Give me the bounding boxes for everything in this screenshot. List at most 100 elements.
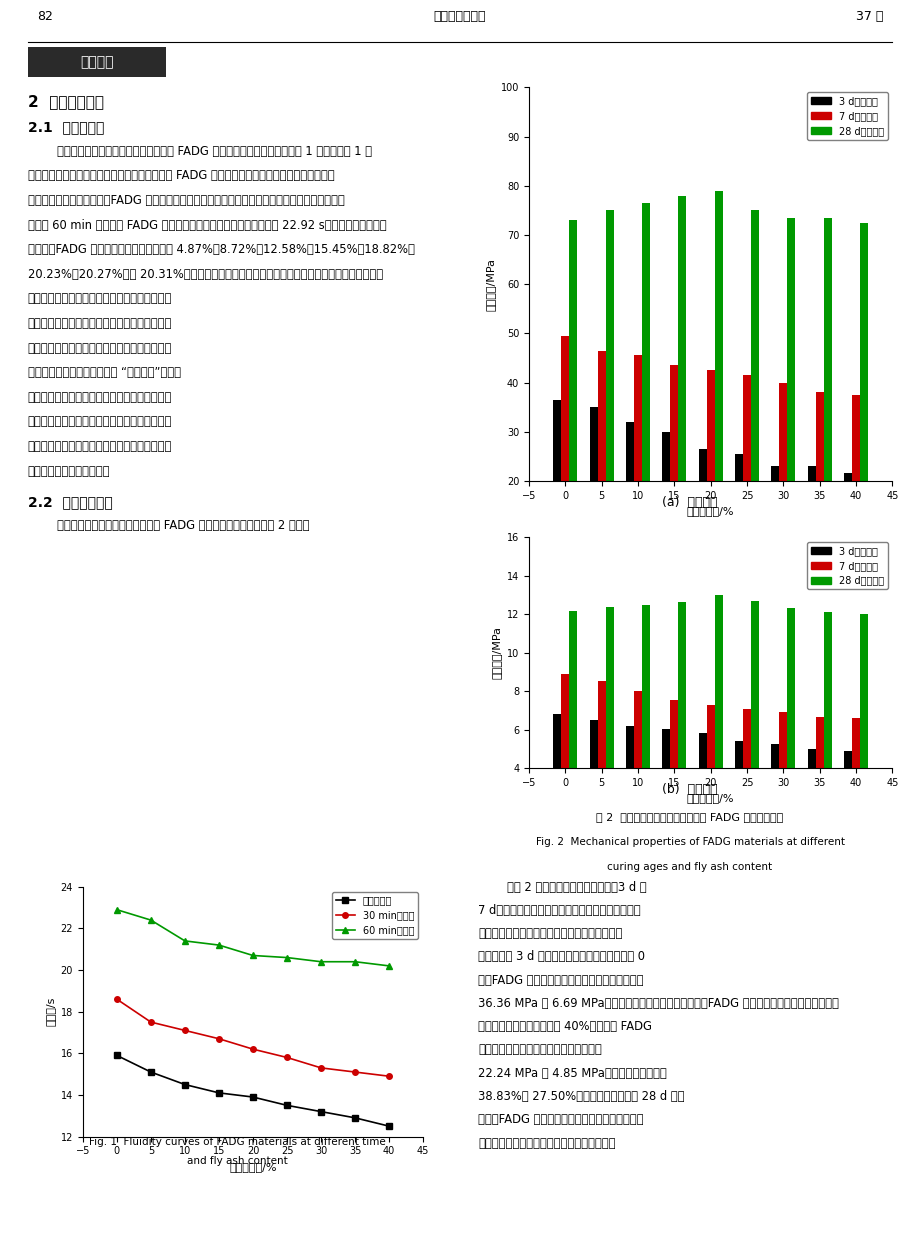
Text: 不同养护龄期和粉煤灰掺量条件下 FADG 材料力学试验结果，如图 2 所示。: 不同养护龄期和粉煤灰掺量条件下 FADG 材料力学试验结果，如图 2 所示。: [28, 520, 309, 532]
Bar: [815, 392, 823, 580]
FancyBboxPatch shape: [28, 47, 165, 77]
Bar: [815, 717, 823, 846]
Bar: [750, 601, 758, 846]
Bar: [743, 709, 750, 846]
Bar: [625, 726, 633, 846]
Text: 材料的粒径相对较小且大部分为球体状，其在孔: 材料的粒径相对较小且大部分为球体状，其在孔: [28, 342, 172, 355]
Bar: [589, 719, 597, 846]
Bar: [706, 704, 714, 846]
Bar: [597, 351, 605, 580]
Text: and fly ash content: and fly ash content: [187, 1155, 287, 1165]
Bar: [734, 453, 743, 580]
Bar: [569, 611, 577, 846]
Text: 材料的早期抗压强度和抗折强度分别仅有: 材料的早期抗压强度和抗折强度分别仅有: [478, 1043, 602, 1057]
Y-axis label: 抗压强度/MPa: 抗压强度/MPa: [491, 626, 501, 679]
Text: 先升高后降低的变化趋势，且当粉煤灰掺量为: 先升高后降低的变化趋势，且当粉煤灰掺量为: [478, 1137, 615, 1149]
Bar: [677, 602, 686, 846]
Bar: [750, 210, 758, 580]
Bar: [778, 382, 787, 580]
Bar: [778, 712, 787, 846]
Bar: [770, 744, 778, 846]
Text: 高了孔道压浆材料流动性。: 高了孔道压浆材料流动性。: [28, 465, 110, 477]
Text: curing ages and fly ash content: curing ages and fly ash content: [607, 862, 772, 872]
Bar: [714, 595, 722, 846]
Text: 36.36 MPa 和 6.69 MPa；此后，随着粉煤灰掺量的增大，FADG 材料的抗压强度和抗折强度均逐: 36.36 MPa 和 6.69 MPa；此后，随着粉煤灰掺量的增大，FADG …: [478, 997, 838, 1010]
X-axis label: 粉煤灰掺量/%: 粉煤灰掺量/%: [686, 793, 733, 803]
Bar: [787, 217, 795, 580]
Legend: 3 d抗压强度, 7 d抗压强度, 28 d抗压强度: 3 d抗压强度, 7 d抗压强度, 28 d抗压强度: [807, 92, 887, 140]
Bar: [662, 432, 670, 580]
Text: 不同压浆时间、不同粉煤灰掺量条件下 FADG 材料的流动性试验结果，如图 1 所示。由图 1 可: 不同压浆时间、不同粉煤灰掺量条件下 FADG 材料的流动性试验结果，如图 1 所…: [28, 145, 371, 157]
Bar: [714, 191, 722, 580]
Y-axis label: 抗压强度/MPa: 抗压强度/MPa: [485, 257, 494, 311]
Text: 渐降低；当粉煤灰掺量达到 40%时，此时 FADG: 渐降低；当粉煤灰掺量达到 40%时，此时 FADG: [478, 1020, 652, 1033]
Text: 22.24 MPa 和 4.85 MPa，分别较对照组下降: 22.24 MPa 和 4.85 MPa，分别较对照组下降: [478, 1067, 666, 1079]
Text: 水化反应生成的水泥絮状结构能够分散开，水泥: 水化反应生成的水泥絮状结构能够分散开，水泥: [28, 391, 172, 403]
Text: 7 d），粉煤灰矿物掺合料的掺入对孔道压浆材料的: 7 d），粉煤灰矿物掺合料的掺入对孔道压浆材料的: [478, 904, 641, 917]
Bar: [787, 608, 795, 846]
Text: 2.2  力学试验结果: 2.2 力学试验结果: [28, 495, 112, 508]
Bar: [569, 220, 577, 580]
Text: 图 1  不同时间和粉煤灰掺量下 FADG 材料的流动度曲线: 图 1 不同时间和粉煤灰掺量下 FADG 材料的流动度曲线: [143, 1117, 330, 1127]
Bar: [633, 356, 641, 580]
Text: 粉煤灰综合利用: 粉煤灰综合利用: [433, 10, 486, 24]
Text: 82: 82: [37, 10, 52, 24]
Text: 入一定含量的粉煤灰矿物掺合料后，由于粉煤灰: 入一定含量的粉煤灰矿物掺合料后，由于粉煤灰: [28, 317, 172, 330]
Bar: [770, 466, 778, 580]
Bar: [662, 728, 670, 846]
Text: 早期抗压强度和抗折强度有着非常明显的劣化效: 早期抗压强度和抗折强度有着非常明显的劣化效: [478, 927, 622, 940]
Bar: [597, 682, 605, 846]
Bar: [670, 365, 677, 580]
Bar: [706, 370, 714, 580]
Bar: [589, 407, 597, 580]
Bar: [859, 222, 868, 580]
Text: 材料科学: 材料科学: [80, 55, 113, 70]
Bar: [851, 395, 859, 580]
Bar: [823, 217, 831, 580]
Bar: [605, 210, 613, 580]
Bar: [561, 673, 569, 846]
Text: 由图 2 可知，当养护时间较短时（3 d 和: 由图 2 可知，当养护时间较短时（3 d 和: [478, 881, 646, 893]
Bar: [605, 607, 613, 846]
Bar: [670, 699, 677, 846]
Bar: [552, 400, 561, 580]
Text: 时，FADG 材料的早期抗压强度和抗折强度分别为: 时，FADG 材料的早期抗压强度和抗折强度分别为: [478, 974, 643, 987]
Bar: [633, 691, 641, 846]
Bar: [552, 714, 561, 846]
Text: 置换出来，浆液中自由水含量增加，因此有效提: 置换出来，浆液中自由水含量增加，因此有效提: [28, 440, 172, 453]
Bar: [641, 204, 650, 580]
Text: 知，在不同压浆时间条件下，不同粉煤灰掺量的 FADG 材料的流动度曲线均表现出相同的变化趋: 知，在不同压浆时间条件下，不同粉煤灰掺量的 FADG 材料的流动度曲线均表现出相…: [28, 170, 334, 182]
Text: 的增大，FADG 材料的流动度分别相对下降 4.87%、8.72%、12.58%、15.45%、18.82%、: 的增大，FADG 材料的流动度分别相对下降 4.87%、8.72%、12.58%…: [28, 244, 414, 256]
Bar: [851, 718, 859, 846]
Text: 以压浆 60 min 条件下的 FADG 材料为例，对照试验组试样的流动度为 22.92 s；而随着粉煤灰掺量: 以压浆 60 min 条件下的 FADG 材料为例，对照试验组试样的流动度为 2…: [28, 219, 386, 231]
Bar: [843, 473, 851, 580]
Bar: [698, 448, 706, 580]
Text: 势，随着粉煤灰掺量增大，FADG 材料的流动度呼现出逐渐降低的变化趋势，且降低速度越来越慢。: 势，随着粉煤灰掺量增大，FADG 材料的流动度呼现出逐渐降低的变化趋势，且降低速…: [28, 194, 344, 207]
Text: 道压浆材料中能够起到很好的 “滚珠效应”，使得: 道压浆材料中能够起到很好的 “滚珠效应”，使得: [28, 366, 180, 380]
Text: 2.1  浆料流动度: 2.1 浆料流动度: [28, 120, 104, 135]
X-axis label: 粉煤灰掺量/%: 粉煤灰掺量/%: [686, 506, 733, 516]
Bar: [743, 375, 750, 580]
Bar: [807, 466, 815, 580]
Bar: [807, 749, 815, 846]
Text: (b)  抗折强度: (b) 抗折强度: [662, 783, 717, 797]
Text: 2  试验结果分析: 2 试验结果分析: [28, 95, 104, 110]
Text: 流动性。分析认为，当在水泥孔道压浆材料中掺: 流动性。分析认为，当在水泥孔道压浆材料中掺: [28, 292, 172, 306]
Bar: [641, 606, 650, 846]
Text: 38.83%和 27.50%。而对于养护龄期为 28 d 的试: 38.83%和 27.50%。而对于养护龄期为 28 d 的试: [478, 1090, 684, 1103]
Text: 验组，FADG 材料的抗压强度和抗折强度均呼现出: 验组，FADG 材料的抗压强度和抗折强度均呼现出: [478, 1113, 643, 1127]
Text: 应。以养护 3 d 的试验组为例，当粉煤灰掺量为 0: 应。以养护 3 d 的试验组为例，当粉煤灰掺量为 0: [478, 950, 645, 963]
Bar: [734, 741, 743, 846]
Text: 20.23%、20.27%以及 20.31%。由此可见，粉煤灰矿物掺合料能够加强普通水泥孔道压浆材料的: 20.23%、20.27%以及 20.31%。由此可见，粉煤灰矿物掺合料能够加强…: [28, 267, 382, 281]
Bar: [823, 612, 831, 846]
Bar: [677, 196, 686, 580]
Text: 颗粒分布更加就均匀；同时可以将包裹的自由水: 颗粒分布更加就均匀；同时可以将包裹的自由水: [28, 416, 172, 428]
Legend: 初始流动度, 30 min流动度, 60 min流动度: 初始流动度, 30 min流动度, 60 min流动度: [332, 892, 418, 939]
Y-axis label: 流动度/s: 流动度/s: [45, 997, 55, 1027]
Text: Fig. 2  Mechanical properties of FADG materials at different: Fig. 2 Mechanical properties of FADG mat…: [535, 837, 844, 847]
Text: 图 2  不同养护龄期和粉煤灰掺量下 FADG 材料力学性能: 图 2 不同养护龄期和粉煤灰掺量下 FADG 材料力学性能: [596, 812, 783, 822]
Legend: 3 d抗压强度, 7 d抗压强度, 28 d抗压强度: 3 d抗压强度, 7 d抗压强度, 28 d抗压强度: [807, 542, 887, 590]
Bar: [698, 733, 706, 846]
Text: 37 卷: 37 卷: [855, 10, 882, 24]
Text: Fig. 1  Fluidity curves of FADG materials at different time: Fig. 1 Fluidity curves of FADG materials…: [88, 1137, 385, 1147]
